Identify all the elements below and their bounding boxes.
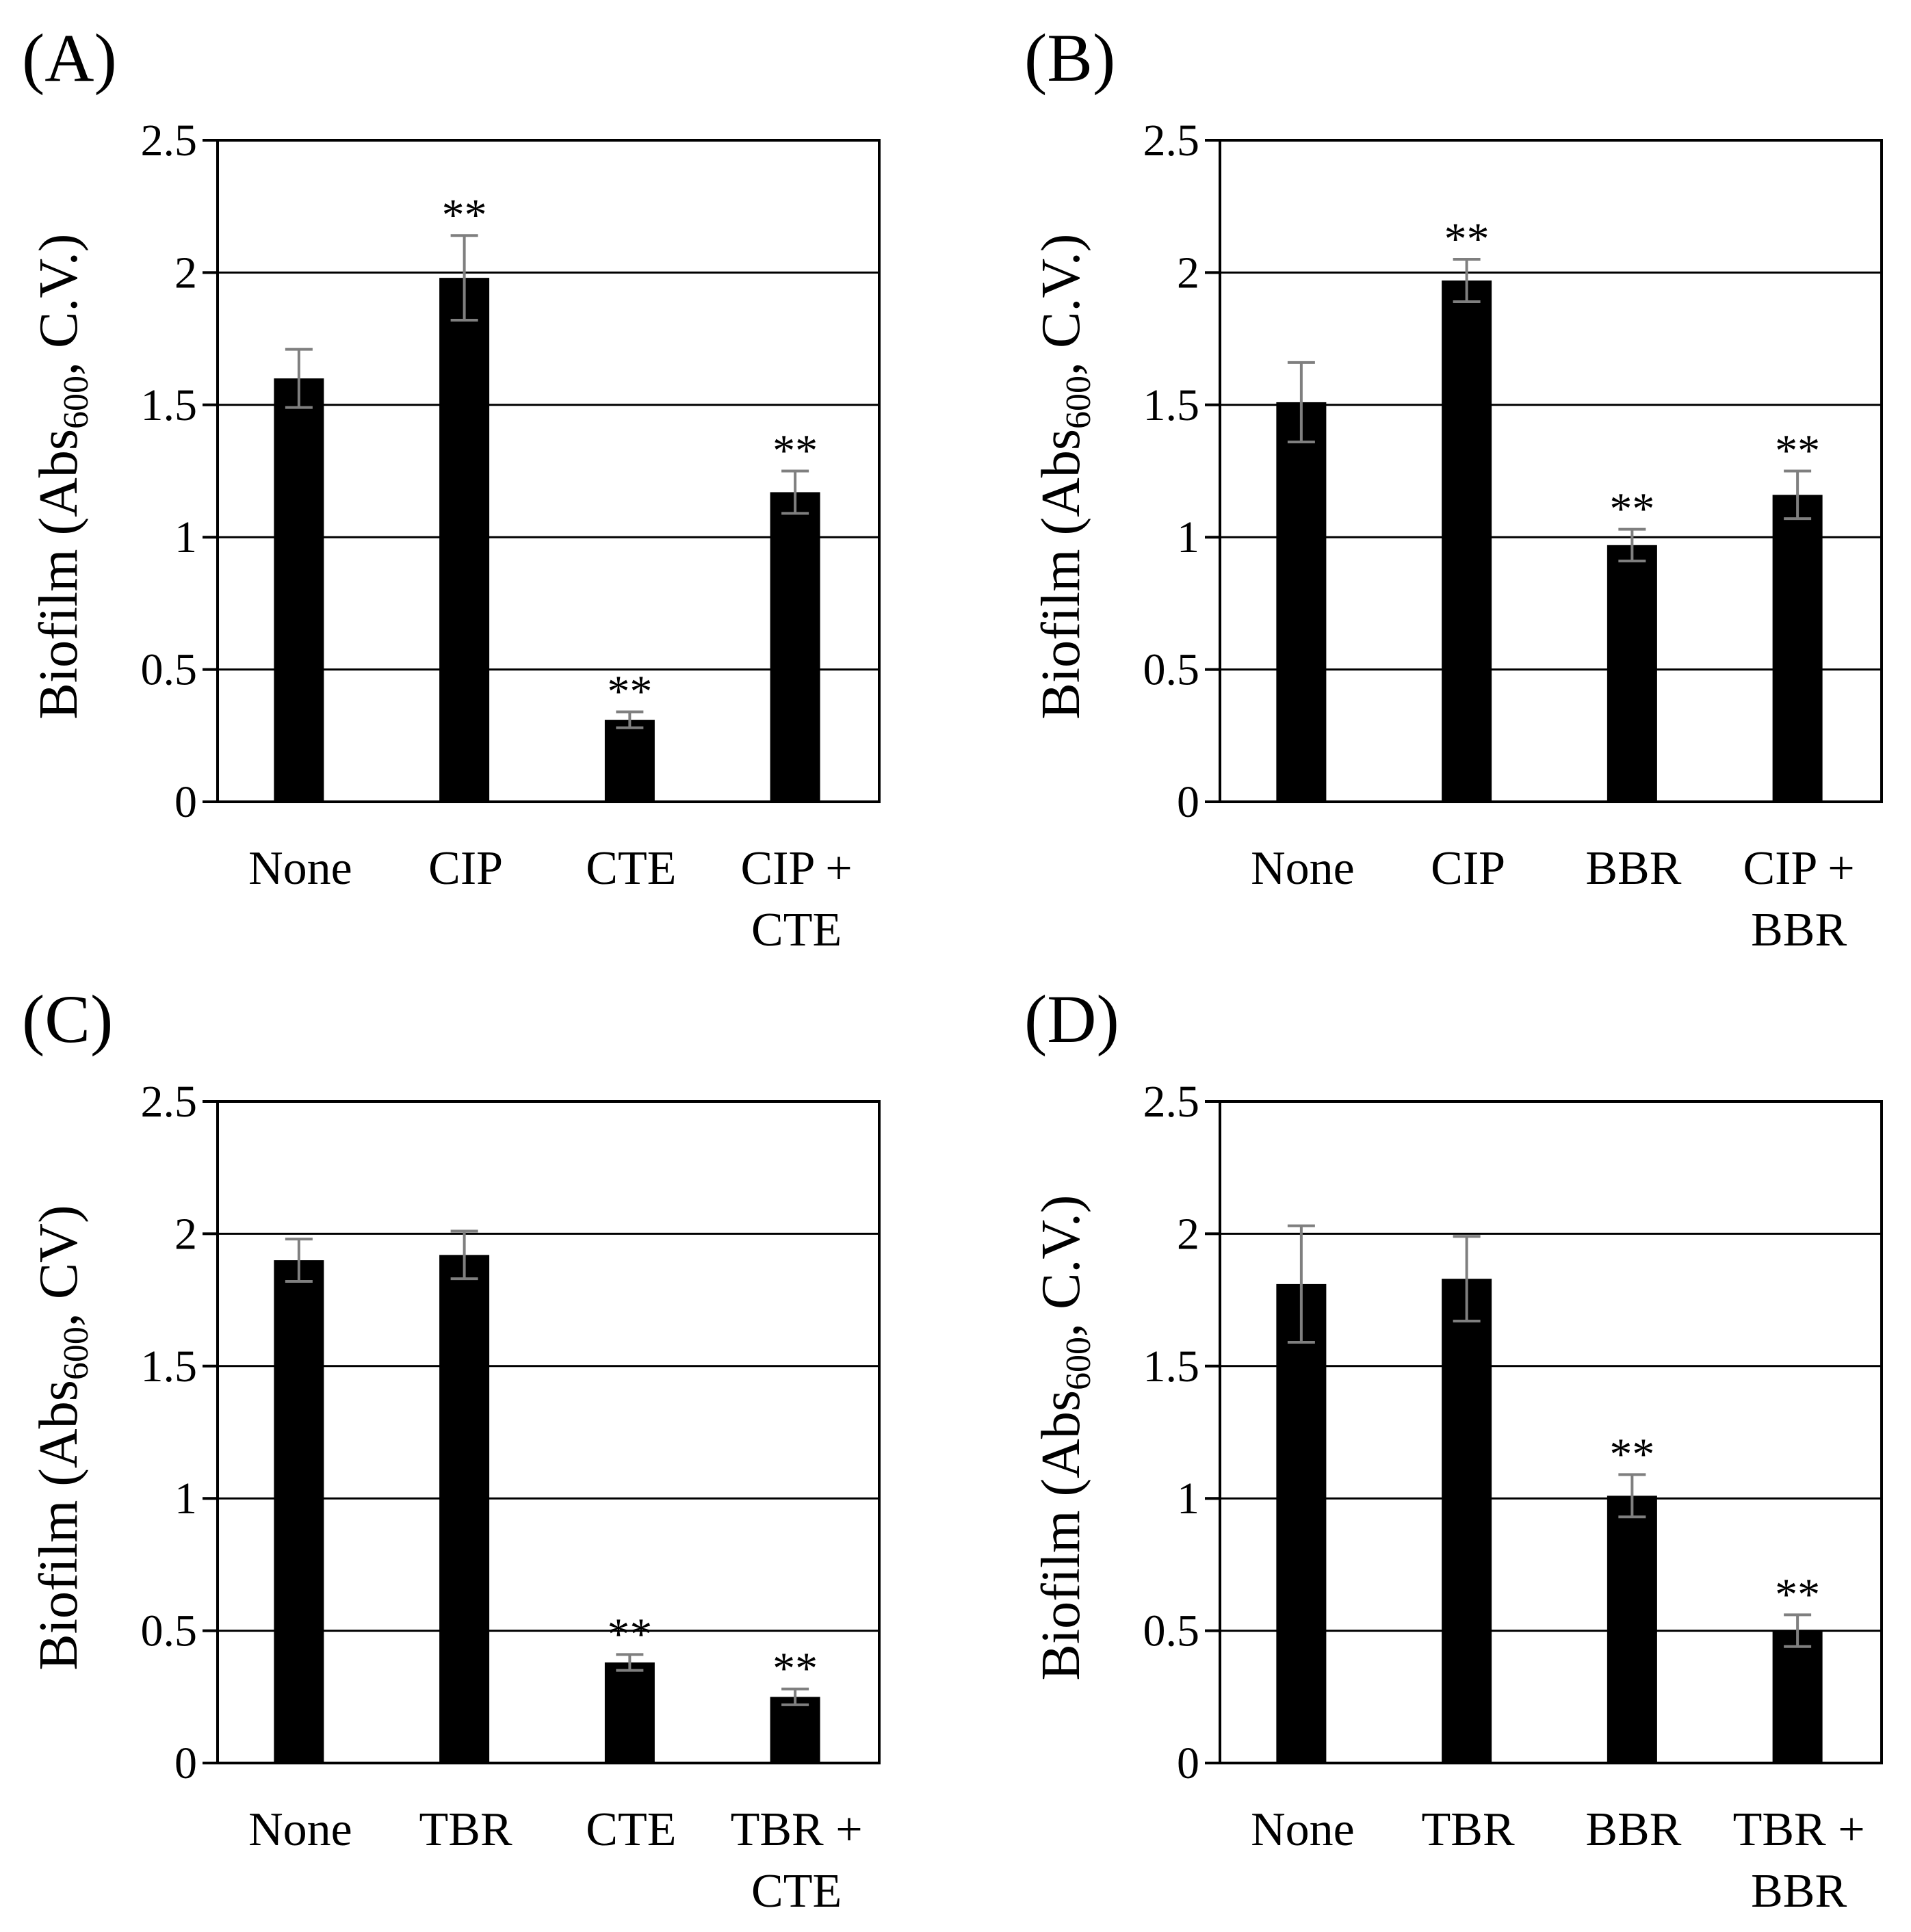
x-category-label: CIP + — [1743, 842, 1854, 895]
y-tick-label: 2 — [174, 1209, 197, 1259]
bar — [604, 1662, 655, 1763]
y-tick-label: 1.5 — [141, 1342, 198, 1392]
x-category-label: CTE — [586, 1803, 676, 1856]
significance-marker: ** — [1775, 426, 1820, 476]
y-tick-label: 1.5 — [1143, 380, 1200, 430]
y-axis-label-tail: , C.V.) — [1031, 1195, 1091, 1337]
x-category-label: BBR — [1585, 1803, 1681, 1856]
y-axis-label-tail: , C.V.) — [29, 234, 89, 376]
y-tick-label: 0.5 — [141, 645, 198, 695]
x-category-label: None — [248, 1803, 352, 1856]
bar — [770, 492, 820, 802]
bar — [770, 1697, 820, 1763]
x-category-label: CIP — [1431, 842, 1505, 895]
x-category-label: BBR — [1751, 904, 1847, 956]
panel-label: (A) — [22, 20, 117, 96]
x-category-label: CTE — [751, 904, 842, 956]
x-category-label: CIP — [428, 842, 503, 895]
bar — [439, 1255, 490, 1763]
x-category-label: CTE — [586, 842, 676, 895]
bar — [274, 378, 324, 802]
bar — [1772, 1630, 1823, 1763]
panel-label: (B) — [1024, 20, 1115, 96]
y-tick-label: 1 — [1177, 1474, 1199, 1524]
y-tick-label: 0 — [1177, 777, 1199, 827]
y-tick-label: 1 — [174, 1474, 197, 1524]
bar — [1276, 402, 1327, 802]
x-category-label: None — [248, 842, 352, 895]
y-axis-label-main: Biofilm (Abs — [29, 1380, 89, 1670]
y-axis-label-subscript: 600 — [57, 376, 96, 429]
chart-panel-b: (B) 0 0.5 1 1.5 2 2.5 Biofilm (Abs600, C.V.) Non… — [1024, 20, 1883, 956]
y-tick-label: 1.5 — [141, 380, 198, 430]
x-category-label: BBR — [1751, 1865, 1847, 1918]
y-axis-label-subscript: 600 — [57, 1327, 96, 1380]
y-axis-label-subscript: 600 — [1059, 1337, 1098, 1390]
x-category-label: TBR + — [1733, 1803, 1865, 1856]
chart-panel-a: (A) 0 0.5 1 1.5 2 2.5 Biofilm (Abs600, C.V.) Non… — [22, 20, 881, 956]
bar — [274, 1260, 324, 1763]
bar — [439, 278, 490, 802]
y-tick-label: 0.5 — [1143, 645, 1200, 695]
y-tick-label: 2.5 — [141, 1077, 198, 1127]
significance-marker: ** — [442, 190, 487, 240]
y-axis-label: Biofilm (Abs600, C.V.) — [1031, 1195, 1098, 1681]
significance-marker: ** — [607, 666, 652, 716]
y-tick-label: 0 — [174, 777, 197, 827]
significance-marker: ** — [607, 1609, 652, 1659]
y-tick-label: 0.5 — [141, 1606, 198, 1656]
y-axis-label-main: Biofilm (Abs — [1031, 429, 1091, 719]
y-tick-label: 0 — [174, 1738, 197, 1788]
x-category-label: CIP + — [740, 842, 852, 895]
y-tick-label: 2 — [1177, 248, 1199, 298]
y-tick-label: 2.5 — [1143, 1077, 1200, 1127]
chart-panel-c: (C) 0 0.5 1 1.5 2 2.5 Biofilm (Abs600, CV) None T… — [22, 981, 881, 1918]
y-axis-label-main: Biofilm (Abs — [1031, 1390, 1091, 1680]
y-tick-label: 1 — [1177, 512, 1199, 562]
panel-label: (D) — [1024, 981, 1119, 1057]
x-category-label: None — [1251, 1803, 1355, 1856]
significance-marker: ** — [1775, 1569, 1820, 1619]
significance-marker: ** — [1609, 1429, 1654, 1479]
y-axis-label-tail: , C.V.) — [1031, 234, 1091, 376]
y-tick-label: 0 — [1177, 1738, 1199, 1788]
y-axis-label-subscript: 600 — [1059, 376, 1098, 429]
x-category-label: TBR + — [731, 1803, 863, 1856]
significance-marker: ** — [772, 1644, 818, 1694]
significance-marker: ** — [772, 426, 818, 476]
y-axis-label: Biofilm (Abs600, CV) — [29, 1205, 96, 1670]
bar — [1772, 495, 1823, 802]
bar — [1607, 1496, 1657, 1763]
x-category-label: None — [1251, 842, 1355, 895]
x-category-label: CTE — [751, 1865, 842, 1918]
bar — [604, 720, 655, 802]
x-category-label: TBR — [419, 1803, 512, 1856]
panel-label: (C) — [22, 981, 113, 1057]
y-tick-label: 1.5 — [1143, 1342, 1200, 1392]
x-category-label: BBR — [1585, 842, 1681, 895]
y-tick-label: 2 — [174, 248, 197, 298]
x-category-label: TBR — [1422, 1803, 1515, 1856]
significance-marker: ** — [1609, 484, 1654, 534]
y-axis-label-main: Biofilm (Abs — [29, 429, 89, 719]
bar — [1607, 545, 1657, 802]
y-tick-label: 1 — [174, 512, 197, 562]
y-tick-label: 2.5 — [141, 116, 198, 166]
y-axis-label: Biofilm (Abs600, C.V.) — [29, 234, 96, 720]
bar — [1442, 280, 1492, 802]
y-tick-label: 2.5 — [1143, 116, 1200, 166]
y-tick-label: 0.5 — [1143, 1606, 1200, 1656]
chart-panel-d: (D) 0 0.5 1 1.5 2 2.5 Biofilm (Abs600, C.V.) Non… — [1024, 981, 1883, 1918]
significance-marker: ** — [1444, 214, 1490, 264]
bar — [1276, 1283, 1327, 1763]
y-axis-label: Biofilm (Abs600, C.V.) — [1031, 234, 1098, 720]
y-tick-label: 2 — [1177, 1209, 1199, 1259]
y-axis-label-tail: , CV) — [29, 1205, 89, 1327]
bar — [1442, 1279, 1492, 1763]
